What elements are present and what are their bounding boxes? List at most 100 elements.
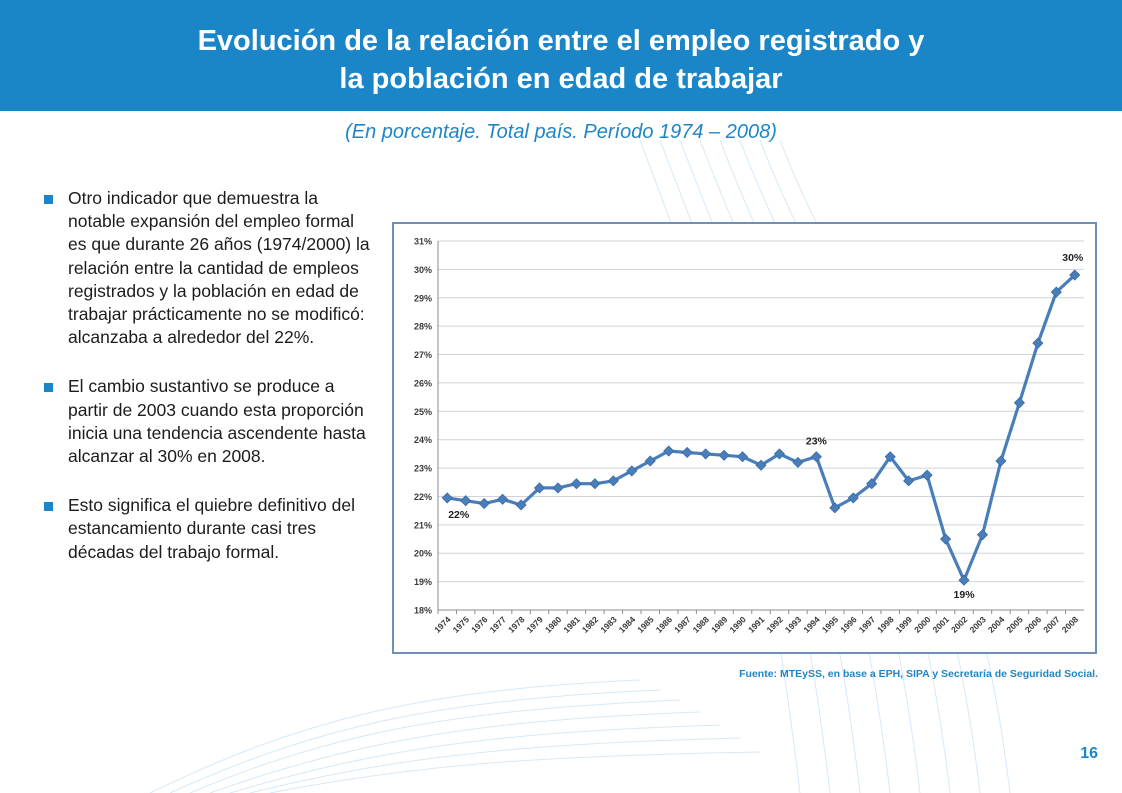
- bullet-square-icon: [44, 502, 53, 512]
- y-tick-label: 21%: [414, 520, 432, 530]
- data-label: 22%: [448, 509, 470, 521]
- line-chart: 18% 19% 20% 21% 22% 23% 24% 25% 26% 27% 28% 29% 30% 3…: [414, 237, 1084, 635]
- y-tick-label: 25%: [414, 407, 432, 417]
- y-tick-label: 27%: [414, 350, 432, 360]
- data-point: [958, 574, 970, 586]
- x-tick-label: 2003: [967, 614, 988, 635]
- x-tick-label: 1984: [617, 614, 638, 635]
- title-banner: Evolución de la relación entre el empleo…: [0, 0, 1122, 111]
- y-tick-label: 24%: [414, 435, 432, 445]
- data-point: [1032, 337, 1044, 349]
- data-point: [681, 446, 693, 459]
- x-tick-label: 2000: [912, 614, 933, 635]
- chart-panel: 18% 19% 20% 21% 22% 23% 24% 25% 26% 27% 28% 29% 30% 3…: [392, 222, 1097, 654]
- data-point: [976, 529, 989, 541]
- data-point: [810, 451, 822, 463]
- x-tick-label: 1997: [857, 614, 878, 635]
- x-tick-label: 1974: [432, 614, 453, 635]
- data-point: [847, 492, 859, 504]
- data-point: [626, 465, 638, 477]
- data-point: [533, 482, 546, 494]
- page-title-line-1: Evolución de la relación entre el empleo…: [197, 25, 925, 57]
- data-point: [1069, 269, 1081, 281]
- data-point: [829, 502, 841, 514]
- x-tick-label: 1978: [506, 614, 527, 635]
- data-point: [570, 478, 582, 490]
- page-title: Evolución de la relación entre el empleo…: [0, 22, 1122, 98]
- data-point: [1013, 397, 1025, 409]
- y-tick-label: 22%: [414, 492, 432, 502]
- data-point: [1050, 286, 1062, 298]
- bullet-list: Otro indicador que demuestra la notable …: [44, 187, 374, 590]
- data-label: 30%: [1062, 252, 1084, 264]
- bullet-text: El cambio sustantivo se produce a partir…: [68, 376, 366, 467]
- y-tick-label: 31%: [414, 237, 432, 247]
- x-tick-label: 2008: [1060, 614, 1081, 635]
- data-point: [866, 478, 878, 490]
- x-tick-label: 1986: [654, 614, 675, 635]
- x-tick-label: 1991: [746, 614, 767, 635]
- page-subtitle: (En porcentaje. Total país. Período 1974…: [345, 121, 777, 143]
- data-point: [718, 449, 730, 461]
- data-label: 23%: [806, 436, 828, 448]
- y-tick-label: 26%: [414, 378, 432, 388]
- x-tick-label: 1988: [691, 614, 712, 635]
- x-tick-label: 1976: [469, 614, 490, 635]
- bullet-item: Esto significa el quiebre definitivo del…: [44, 494, 374, 564]
- data-point: [460, 495, 472, 507]
- x-tick-label: 2004: [986, 614, 1007, 635]
- x-tick-label: 1980: [543, 614, 564, 635]
- x-tick-label: 1999: [894, 614, 915, 635]
- x-tick-label: 1998: [875, 614, 896, 635]
- data-point: [940, 533, 952, 545]
- data-point: [663, 445, 675, 457]
- data-point: [792, 456, 804, 468]
- data-label: 19%: [954, 589, 976, 601]
- data-point: [773, 448, 786, 460]
- data-point: [441, 492, 453, 504]
- data-point: [607, 475, 619, 487]
- page-title-line-2: la población en edad de trabajar: [339, 63, 783, 95]
- x-tick-label: 1983: [598, 614, 619, 635]
- bullet-item: El cambio sustantivo se produce a partir…: [44, 375, 374, 468]
- y-tick-label: 29%: [414, 293, 432, 303]
- y-tick-label: 28%: [414, 322, 432, 332]
- data-point: [921, 469, 933, 481]
- y-tick-label: 20%: [414, 549, 432, 559]
- data-point: [644, 455, 656, 467]
- x-tick-label: 1987: [672, 614, 693, 635]
- data-point: [700, 448, 712, 460]
- x-tick-label: 2007: [1041, 614, 1062, 635]
- data-point: [995, 455, 1007, 467]
- data-point: [755, 459, 767, 471]
- x-tick-label: 2001: [931, 614, 952, 635]
- data-point: [478, 497, 490, 510]
- x-tick-label: 1996: [838, 614, 859, 635]
- x-tick-label: 1977: [488, 614, 509, 635]
- x-tick-label: 2005: [1004, 614, 1025, 635]
- data-point: [515, 499, 527, 511]
- data-point: [589, 478, 601, 490]
- x-tick-label: 1994: [801, 614, 822, 635]
- x-tick-label: 1989: [709, 614, 730, 635]
- bullet-text: Otro indicador que demuestra la notable …: [68, 188, 370, 348]
- y-tick-label: 23%: [414, 464, 432, 474]
- bullet-square-icon: [44, 195, 53, 204]
- x-tick-label: 1993: [783, 614, 804, 635]
- x-tick-label: 1982: [580, 614, 601, 635]
- x-tick-label: 2006: [1023, 614, 1044, 635]
- x-tick-label: 1985: [635, 614, 656, 635]
- y-tick-label: 18%: [414, 606, 432, 616]
- x-tick-label: 1992: [764, 614, 785, 635]
- x-tick-label: 1981: [561, 614, 582, 635]
- x-tick-label: 1979: [524, 614, 545, 635]
- data-point: [884, 451, 896, 463]
- data-point: [552, 482, 564, 494]
- y-tick-label: 19%: [414, 577, 432, 587]
- source-note: Fuente: MTEySS, en base a EPH, SIPA y Se…: [739, 668, 1098, 680]
- data-point: [903, 475, 915, 487]
- x-tick-label: 1975: [451, 614, 472, 635]
- data-point: [736, 451, 749, 463]
- y-tick-label: 30%: [414, 265, 432, 275]
- data-point: [497, 493, 509, 505]
